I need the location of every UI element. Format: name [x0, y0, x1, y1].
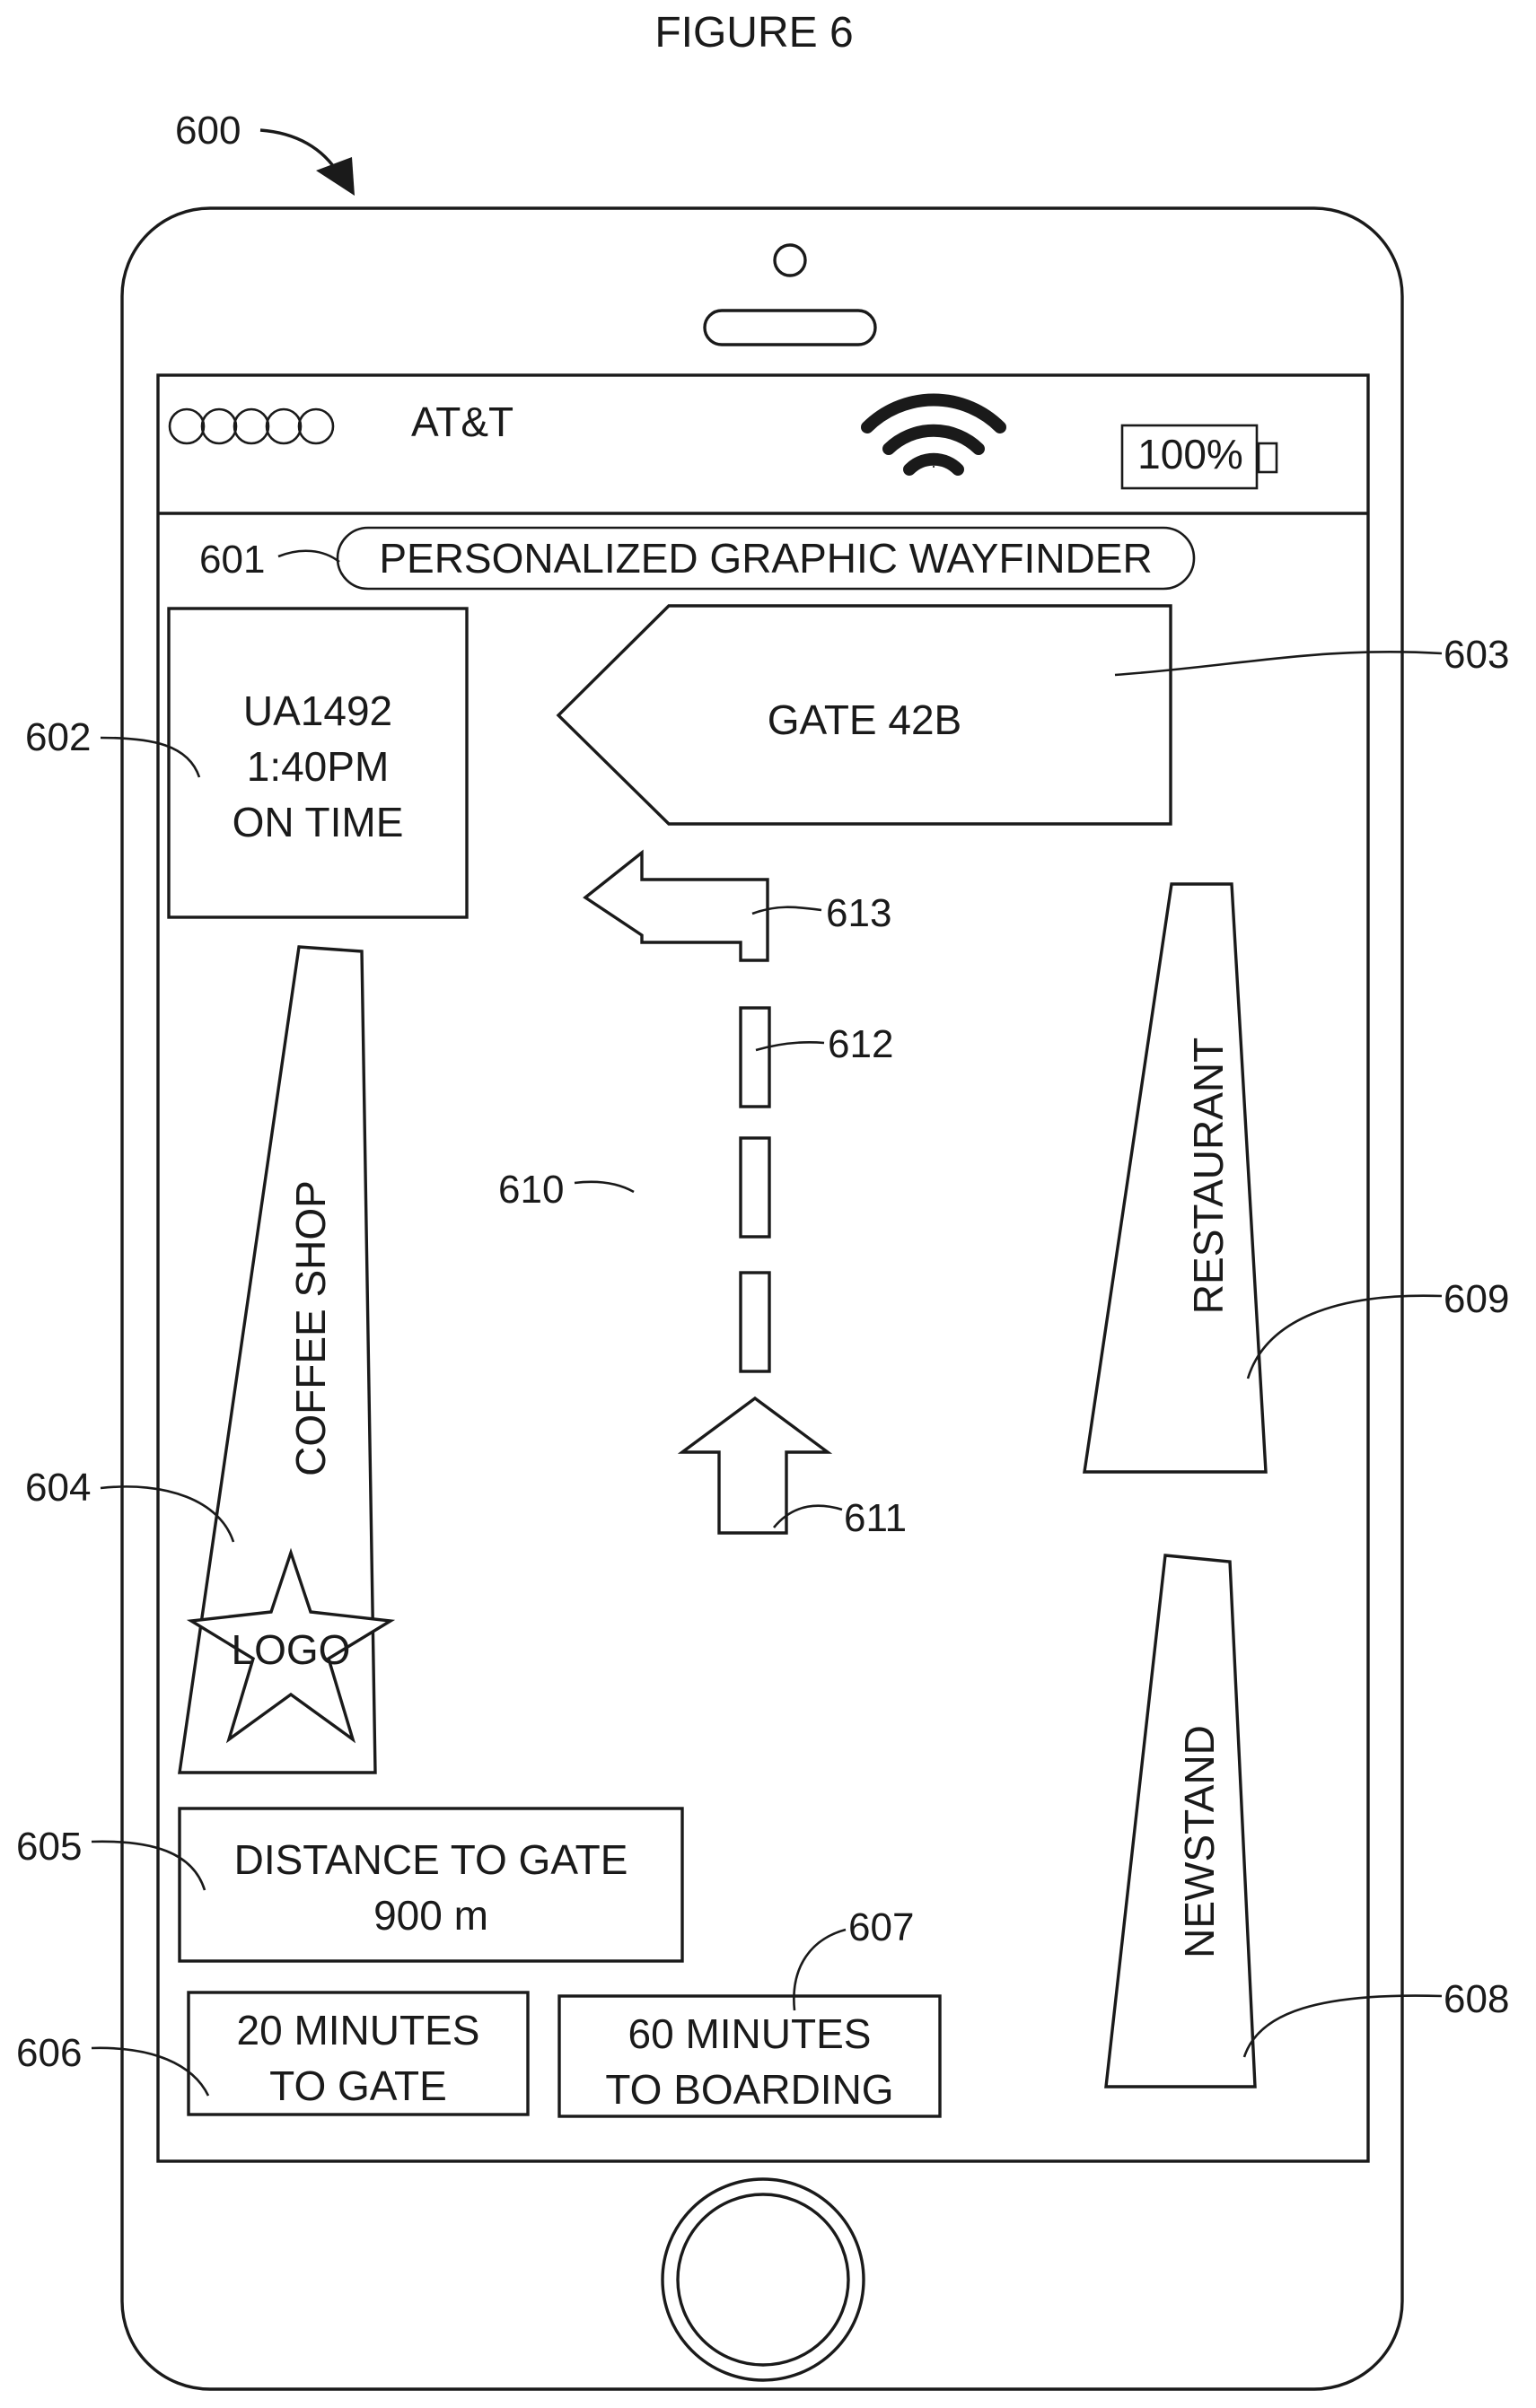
- ref-605: 605: [16, 1825, 82, 1869]
- flight-number: UA1492: [243, 687, 392, 734]
- ref-609: 609: [1444, 1277, 1509, 1321]
- home-button-inner: [678, 2194, 848, 2365]
- time-to-gate-line1: 20 MINUTES: [237, 2007, 480, 2053]
- ref-610: 610: [498, 1168, 564, 1212]
- speaker-icon: [705, 311, 875, 345]
- turn-left-arrow-icon: [585, 853, 768, 960]
- signal-dots-icon: [170, 409, 333, 443]
- flight-time: 1:40PM: [247, 743, 390, 790]
- app-title: PERSONALIZED GRAPHIC WAYFINDER: [379, 535, 1152, 582]
- device-ref-arrowhead: [316, 157, 355, 196]
- coffee-shop-label: COFFEE SHOP: [287, 1180, 334, 1476]
- coffee-shop-logo: LOGO: [232, 1626, 351, 1673]
- restaurant-shape: [1084, 884, 1266, 1472]
- ref-612: 612: [828, 1022, 893, 1066]
- ref-611: 611: [844, 1496, 907, 1540]
- figure-title: FIGURE 6: [654, 9, 853, 57]
- carrier-label: AT&T: [411, 398, 513, 445]
- gate-label: GATE 42B: [768, 696, 961, 743]
- distance-title: DISTANCE TO GATE: [234, 1836, 628, 1883]
- ref-608: 608: [1444, 1977, 1509, 2021]
- home-button-icon[interactable]: [663, 2179, 864, 2380]
- battery-label: 100%: [1137, 431, 1243, 477]
- camera-icon: [775, 245, 805, 276]
- time-to-gate-line2: TO GATE: [269, 2062, 447, 2109]
- path-segment: [741, 1008, 769, 1107]
- ref-606: 606: [16, 2031, 82, 2075]
- ref-601: 601: [199, 538, 265, 582]
- ref-603: 603: [1444, 633, 1509, 677]
- wifi-icon: [867, 399, 1000, 469]
- up-arrow-icon: [682, 1398, 828, 1533]
- flight-status: ON TIME: [233, 799, 404, 845]
- time-to-boarding-line1: 60 MINUTES: [628, 2010, 872, 2057]
- distance-value: 900 m: [373, 1892, 488, 1939]
- time-to-boarding-line2: TO BOARDING: [605, 2066, 893, 2113]
- path-segment: [741, 1273, 769, 1371]
- restaurant-label: RESTAURANT: [1185, 1038, 1232, 1314]
- path-segment: [741, 1138, 769, 1237]
- ref-613: 613: [826, 891, 891, 935]
- ref-602: 602: [25, 715, 91, 759]
- device-ref-label: 600: [175, 109, 241, 153]
- ref-607: 607: [848, 1905, 914, 1949]
- ref-604: 604: [25, 1466, 91, 1510]
- newsstand-label: NEWSTAND: [1176, 1725, 1223, 1958]
